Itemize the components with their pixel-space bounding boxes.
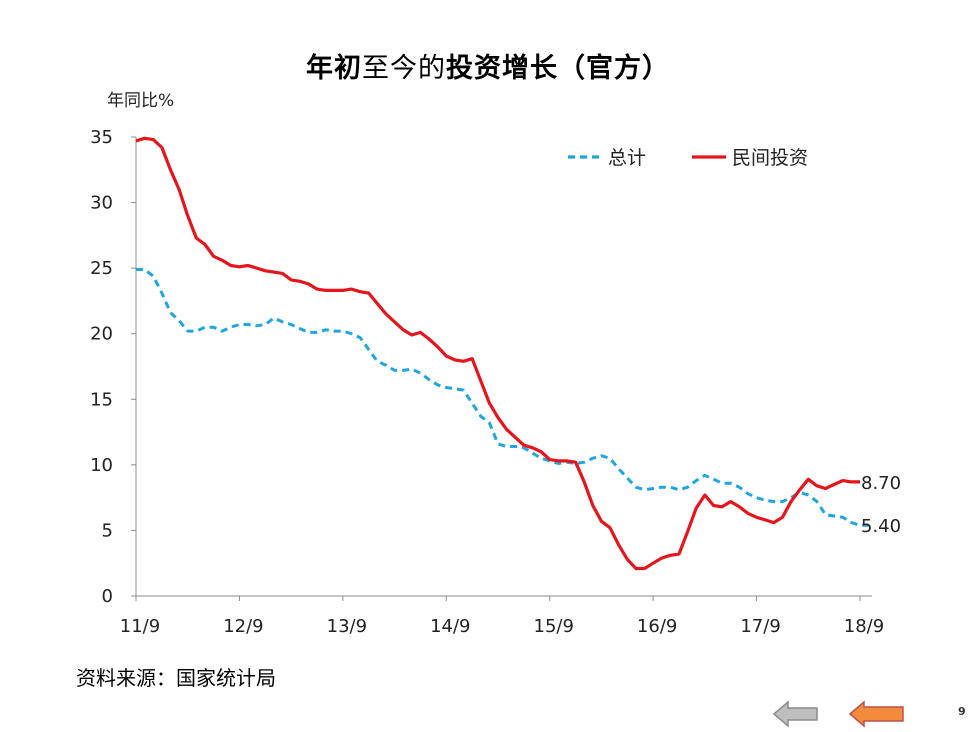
line-chart: 0 5 10 15 20 25 30 35 11/9 12/9 13/9 14/9 15/9 16/9 17… xyxy=(90,127,901,637)
series-line-total xyxy=(136,268,869,527)
chart-title: 年初至今的投资增长（官方） xyxy=(0,46,976,85)
x-tick-label: 16/9 xyxy=(637,616,677,637)
y-tick-label: 0 xyxy=(102,586,113,607)
y-tick-label: 35 xyxy=(90,127,113,148)
arrow-left-icon xyxy=(772,700,818,728)
x-tick-label: 11/9 xyxy=(120,616,160,637)
prev-slide-button[interactable] xyxy=(772,699,820,729)
y-tick-label: 5 xyxy=(102,520,113,541)
x-tick-label: 14/9 xyxy=(430,616,470,637)
x-tick-label: 13/9 xyxy=(327,616,367,637)
end-value-label: 8.70 xyxy=(861,473,901,494)
y-axis-label: 年同比% xyxy=(107,91,175,111)
legend-label: 总计 xyxy=(608,147,646,169)
y-tick-label: 15 xyxy=(90,389,113,410)
arrow-left-icon xyxy=(848,700,904,728)
y-tick-label: 25 xyxy=(90,258,113,279)
y-tick-label: 10 xyxy=(90,455,113,476)
legend-label: 民间投资 xyxy=(732,147,808,169)
title-normal-part: 至今的 xyxy=(362,53,446,84)
title-bold-part-1: 年初 xyxy=(306,53,362,84)
x-tick-label: 18/9 xyxy=(844,616,884,637)
x-tick-label: 15/9 xyxy=(534,616,574,637)
next-slide-button[interactable] xyxy=(848,699,906,729)
title-bold-part-2: 投资增长（官方） xyxy=(446,53,670,84)
source-note: 资料来源：国家统计局 xyxy=(76,666,276,690)
page-number: 9 xyxy=(958,705,966,718)
end-value-label: 5.40 xyxy=(861,516,901,537)
series-line-private-investment xyxy=(135,136,860,571)
y-tick-label: 20 xyxy=(90,324,113,345)
x-tick-label: 12/9 xyxy=(223,616,263,637)
y-tick-label: 30 xyxy=(90,193,113,214)
x-tick-label: 17/9 xyxy=(740,616,780,637)
